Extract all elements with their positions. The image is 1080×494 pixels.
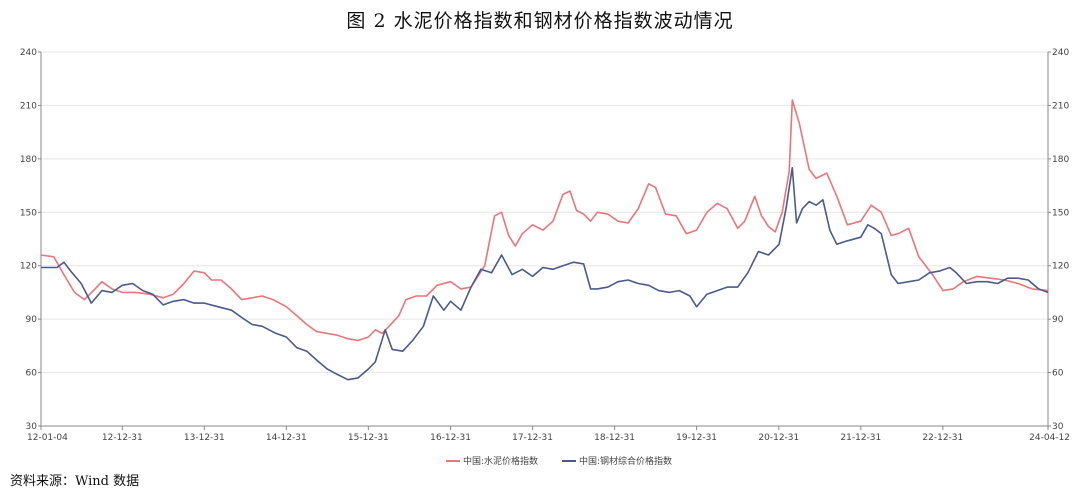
gridlines [41, 51, 1048, 374]
series-line-2 [41, 167, 1049, 381]
x-tick-label: 12-12-31 [102, 433, 143, 443]
y-tick-label: 90 [26, 315, 38, 325]
x-tick-label: 16-12-31 [430, 433, 471, 443]
series-line-1 [40, 99, 1049, 342]
x-tick-label: 17-12-31 [512, 433, 553, 443]
x-tick-label: 14-12-31 [266, 433, 307, 443]
y-axis-left-ticks: 30 60 90 120 150 180 210 240 [20, 48, 37, 432]
y2-tick-label: 120 [1052, 262, 1069, 272]
y-tick-label: 240 [20, 48, 37, 58]
x-tick-label: 15-12-31 [348, 433, 389, 443]
y2-tick-label: 30 [1052, 422, 1064, 432]
source-note: 资料来源：Wind 数据 [10, 474, 140, 489]
y-tick-label: 210 [20, 101, 37, 111]
x-tick-label: 13-12-31 [184, 433, 225, 443]
x-tick-label: 19-12-31 [676, 433, 717, 443]
y-axis-right-ticks: 30 60 90 120 150 180 210 240 [1052, 48, 1069, 432]
y2-tick-label: 240 [1052, 48, 1069, 58]
y2-tick-label: 60 [1052, 369, 1064, 379]
legend: 中国:水泥价格指数 中国:钢材综合价格指数 [446, 455, 672, 467]
x-tick-label: 20-12-31 [758, 433, 799, 443]
x-tick-label: 24-04-12 [1029, 433, 1070, 443]
y-tick-label: 30 [26, 422, 38, 432]
axes [38, 51, 1051, 430]
legend-label-2: 中国:钢材综合价格指数 [579, 455, 672, 467]
y2-tick-label: 210 [1052, 101, 1069, 111]
y-tick-label: 60 [26, 369, 38, 379]
y2-tick-label: 180 [1052, 155, 1069, 165]
y-tick-label: 180 [20, 155, 37, 165]
legend-label-1: 中国:水泥价格指数 [463, 455, 538, 467]
x-axis-ticks: 12-01-04 12-12-31 13-12-31 14-12-31 15-12-31… [27, 433, 1070, 443]
x-tick-label: 18-12-31 [594, 433, 635, 443]
y2-tick-label: 90 [1052, 315, 1064, 325]
series-lines [40, 99, 1049, 381]
x-tick-label: 22-12-31 [922, 433, 963, 443]
x-tick-label: 12-01-04 [27, 433, 68, 443]
y-tick-label: 120 [20, 262, 37, 272]
x-tick-label: 21-12-31 [840, 433, 881, 443]
figure-title: 图 2 水泥价格指数和钢材价格指数波动情况 [346, 10, 734, 32]
y2-tick-label: 150 [1052, 208, 1069, 218]
y-tick-label: 150 [20, 208, 37, 218]
